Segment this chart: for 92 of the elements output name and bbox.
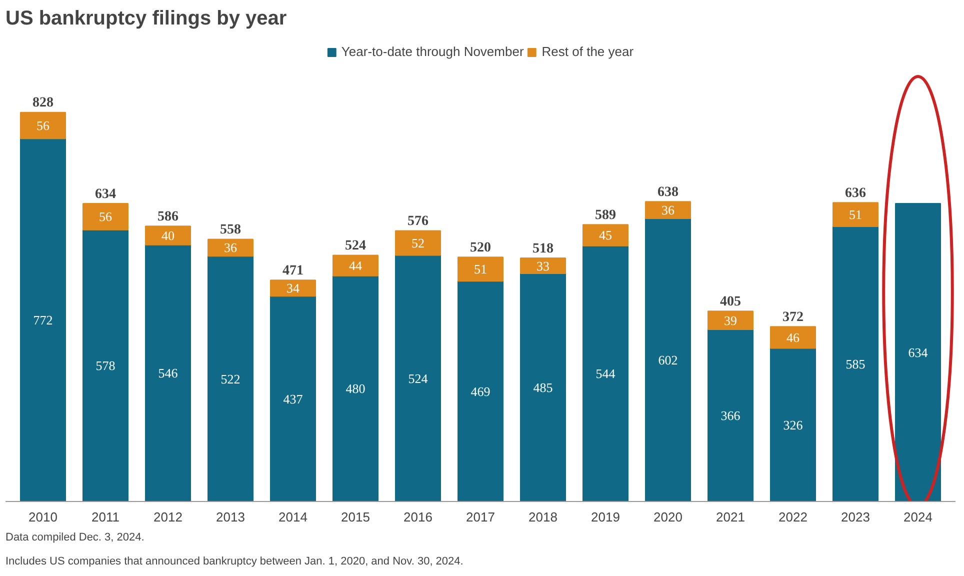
- data-label: 39: [724, 312, 737, 328]
- bar: [82, 203, 128, 230]
- bar: [82, 229, 128, 502]
- x-tick-label: 2013: [216, 510, 245, 524]
- data-label: 437: [283, 391, 304, 406]
- bar: [20, 138, 66, 502]
- x-tick-label: 2020: [654, 510, 682, 524]
- total-label: 558: [220, 222, 241, 238]
- data-label: 546: [158, 366, 178, 381]
- total-label: 634: [95, 186, 116, 202]
- x-tick-label: 2024: [904, 510, 932, 524]
- text: Data compiled Dec. 3, 2024.: [6, 532, 144, 544]
- x-tick-label: 2015: [341, 510, 370, 524]
- bar: [395, 230, 441, 256]
- data-label: 36: [662, 202, 675, 218]
- bar: [332, 275, 378, 502]
- total-label: 586: [158, 209, 178, 224]
- data-label: 44: [349, 258, 362, 274]
- data-label: 544: [596, 366, 616, 382]
- data-label: 469: [470, 384, 490, 399]
- data-label: 45: [599, 228, 612, 243]
- bar: [645, 218, 691, 502]
- text: Includes US companies that announced bankruptcy between Jan. 1, 2020, and Nov. 30, 2024.: [6, 556, 464, 568]
- legend-label: Year-to-date through November: [341, 44, 524, 59]
- data-label: 602: [658, 352, 678, 368]
- x-tick-label: 2021: [716, 510, 745, 524]
- data-label: 326: [783, 417, 804, 432]
- bar: [770, 326, 816, 349]
- bar: [270, 296, 316, 502]
- data-label: 51: [849, 207, 862, 222]
- bar: [582, 224, 628, 246]
- total-label: 638: [658, 185, 678, 200]
- data-label: 524: [408, 370, 428, 386]
- data-label: 34: [286, 280, 300, 296]
- x-tick-label: 2012: [154, 510, 182, 524]
- bar: [770, 348, 816, 502]
- x-tick-label: 2017: [466, 510, 495, 524]
- data-label: 36: [224, 240, 238, 256]
- data-label: 56: [36, 118, 50, 133]
- data-label: 578: [96, 358, 116, 374]
- data-label: 40: [162, 228, 174, 243]
- total-label: 372: [782, 310, 804, 326]
- total-label: 471: [282, 264, 304, 279]
- data-label: 46: [786, 330, 800, 345]
- total-label: 576: [408, 214, 428, 230]
- bar: [832, 202, 878, 228]
- data-label: 33: [536, 258, 550, 274]
- bar: [208, 256, 254, 502]
- data-label: 585: [846, 356, 866, 372]
- x-tick-label: 2014: [278, 510, 308, 524]
- bar: [20, 112, 66, 140]
- bar: [458, 256, 504, 282]
- data-label: 366: [720, 408, 741, 423]
- total-label: 518: [532, 241, 554, 256]
- data-label: 56: [99, 209, 112, 224]
- legend-label: Rest of the year: [542, 44, 634, 59]
- bar: [208, 238, 254, 257]
- x-tick-label: 2011: [92, 510, 120, 524]
- total-label: 589: [595, 208, 616, 224]
- bar: [145, 226, 191, 246]
- total-label: 524: [345, 238, 366, 254]
- data-label: 772: [33, 312, 53, 328]
- data-label: 51: [474, 262, 487, 277]
- bar: [582, 245, 628, 502]
- x-tick-label: 2016: [404, 510, 432, 524]
- total-label: 828: [32, 96, 54, 111]
- data-label: 634: [908, 345, 928, 360]
- bar: [458, 280, 504, 502]
- data-label: 52: [412, 235, 424, 250]
- total-label: 636: [845, 186, 866, 201]
- bar: [645, 201, 691, 220]
- bar: [895, 203, 941, 502]
- data-label: 522: [220, 371, 240, 386]
- data-label: 485: [533, 380, 553, 396]
- bar: [708, 310, 754, 330]
- bar: [395, 254, 441, 502]
- x-tick-label: 2023: [841, 510, 870, 524]
- total-label: 520: [470, 240, 491, 256]
- bar: [270, 280, 316, 297]
- bar: [832, 226, 878, 502]
- x-tick-label: 2019: [591, 510, 620, 524]
- data-label: 480: [346, 381, 366, 396]
- bar: [145, 244, 191, 502]
- total-label: 405: [720, 294, 741, 310]
- x-tick-label: 2018: [528, 510, 558, 524]
- bar: [708, 328, 754, 502]
- x-tick-label: 2022: [778, 510, 808, 524]
- bar: [332, 254, 378, 276]
- x-tick-label: 2010: [28, 510, 58, 524]
- chart-title: US bankruptcy filings by year: [6, 8, 287, 30]
- bar: [520, 273, 566, 502]
- bar: [520, 258, 566, 274]
